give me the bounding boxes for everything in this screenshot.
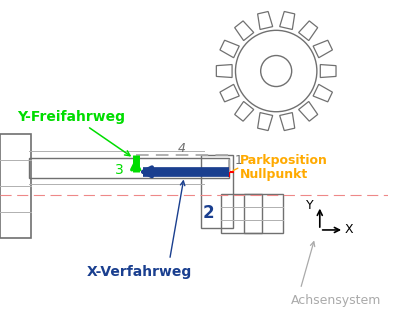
- Bar: [244, 194, 283, 233]
- Bar: [221, 194, 262, 233]
- Bar: [0, 134, 31, 238]
- Text: Y: Y: [306, 199, 314, 212]
- Text: Achsensystem: Achsensystem: [291, 294, 381, 307]
- Text: Y-Freifahrweg: Y-Freifahrweg: [18, 110, 126, 124]
- Text: 1: 1: [234, 154, 242, 167]
- Text: Nullpunkt: Nullpunkt: [240, 168, 308, 181]
- Bar: [29, 158, 229, 178]
- Text: X-Verfahrweg: X-Verfahrweg: [87, 265, 192, 279]
- Text: X: X: [344, 223, 353, 236]
- Bar: [200, 155, 232, 228]
- Text: 4: 4: [178, 142, 186, 155]
- Text: 2: 2: [202, 205, 214, 222]
- Text: 3: 3: [115, 163, 124, 177]
- Text: Parkposition: Parkposition: [240, 154, 328, 167]
